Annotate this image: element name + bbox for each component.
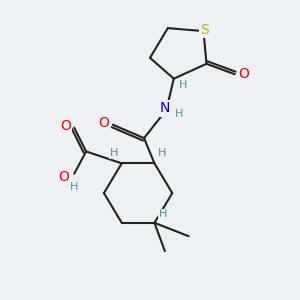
- Text: H: H: [159, 209, 167, 220]
- Text: O: O: [238, 67, 249, 81]
- Text: H: H: [175, 109, 183, 119]
- Text: H: H: [178, 80, 187, 90]
- Text: S: S: [201, 22, 209, 37]
- Text: O: O: [60, 119, 71, 133]
- Text: N: N: [160, 101, 170, 116]
- Text: H: H: [158, 148, 166, 158]
- Text: O: O: [58, 170, 69, 184]
- Text: H: H: [110, 148, 118, 158]
- Text: H: H: [70, 182, 78, 192]
- Text: O: O: [98, 116, 110, 130]
